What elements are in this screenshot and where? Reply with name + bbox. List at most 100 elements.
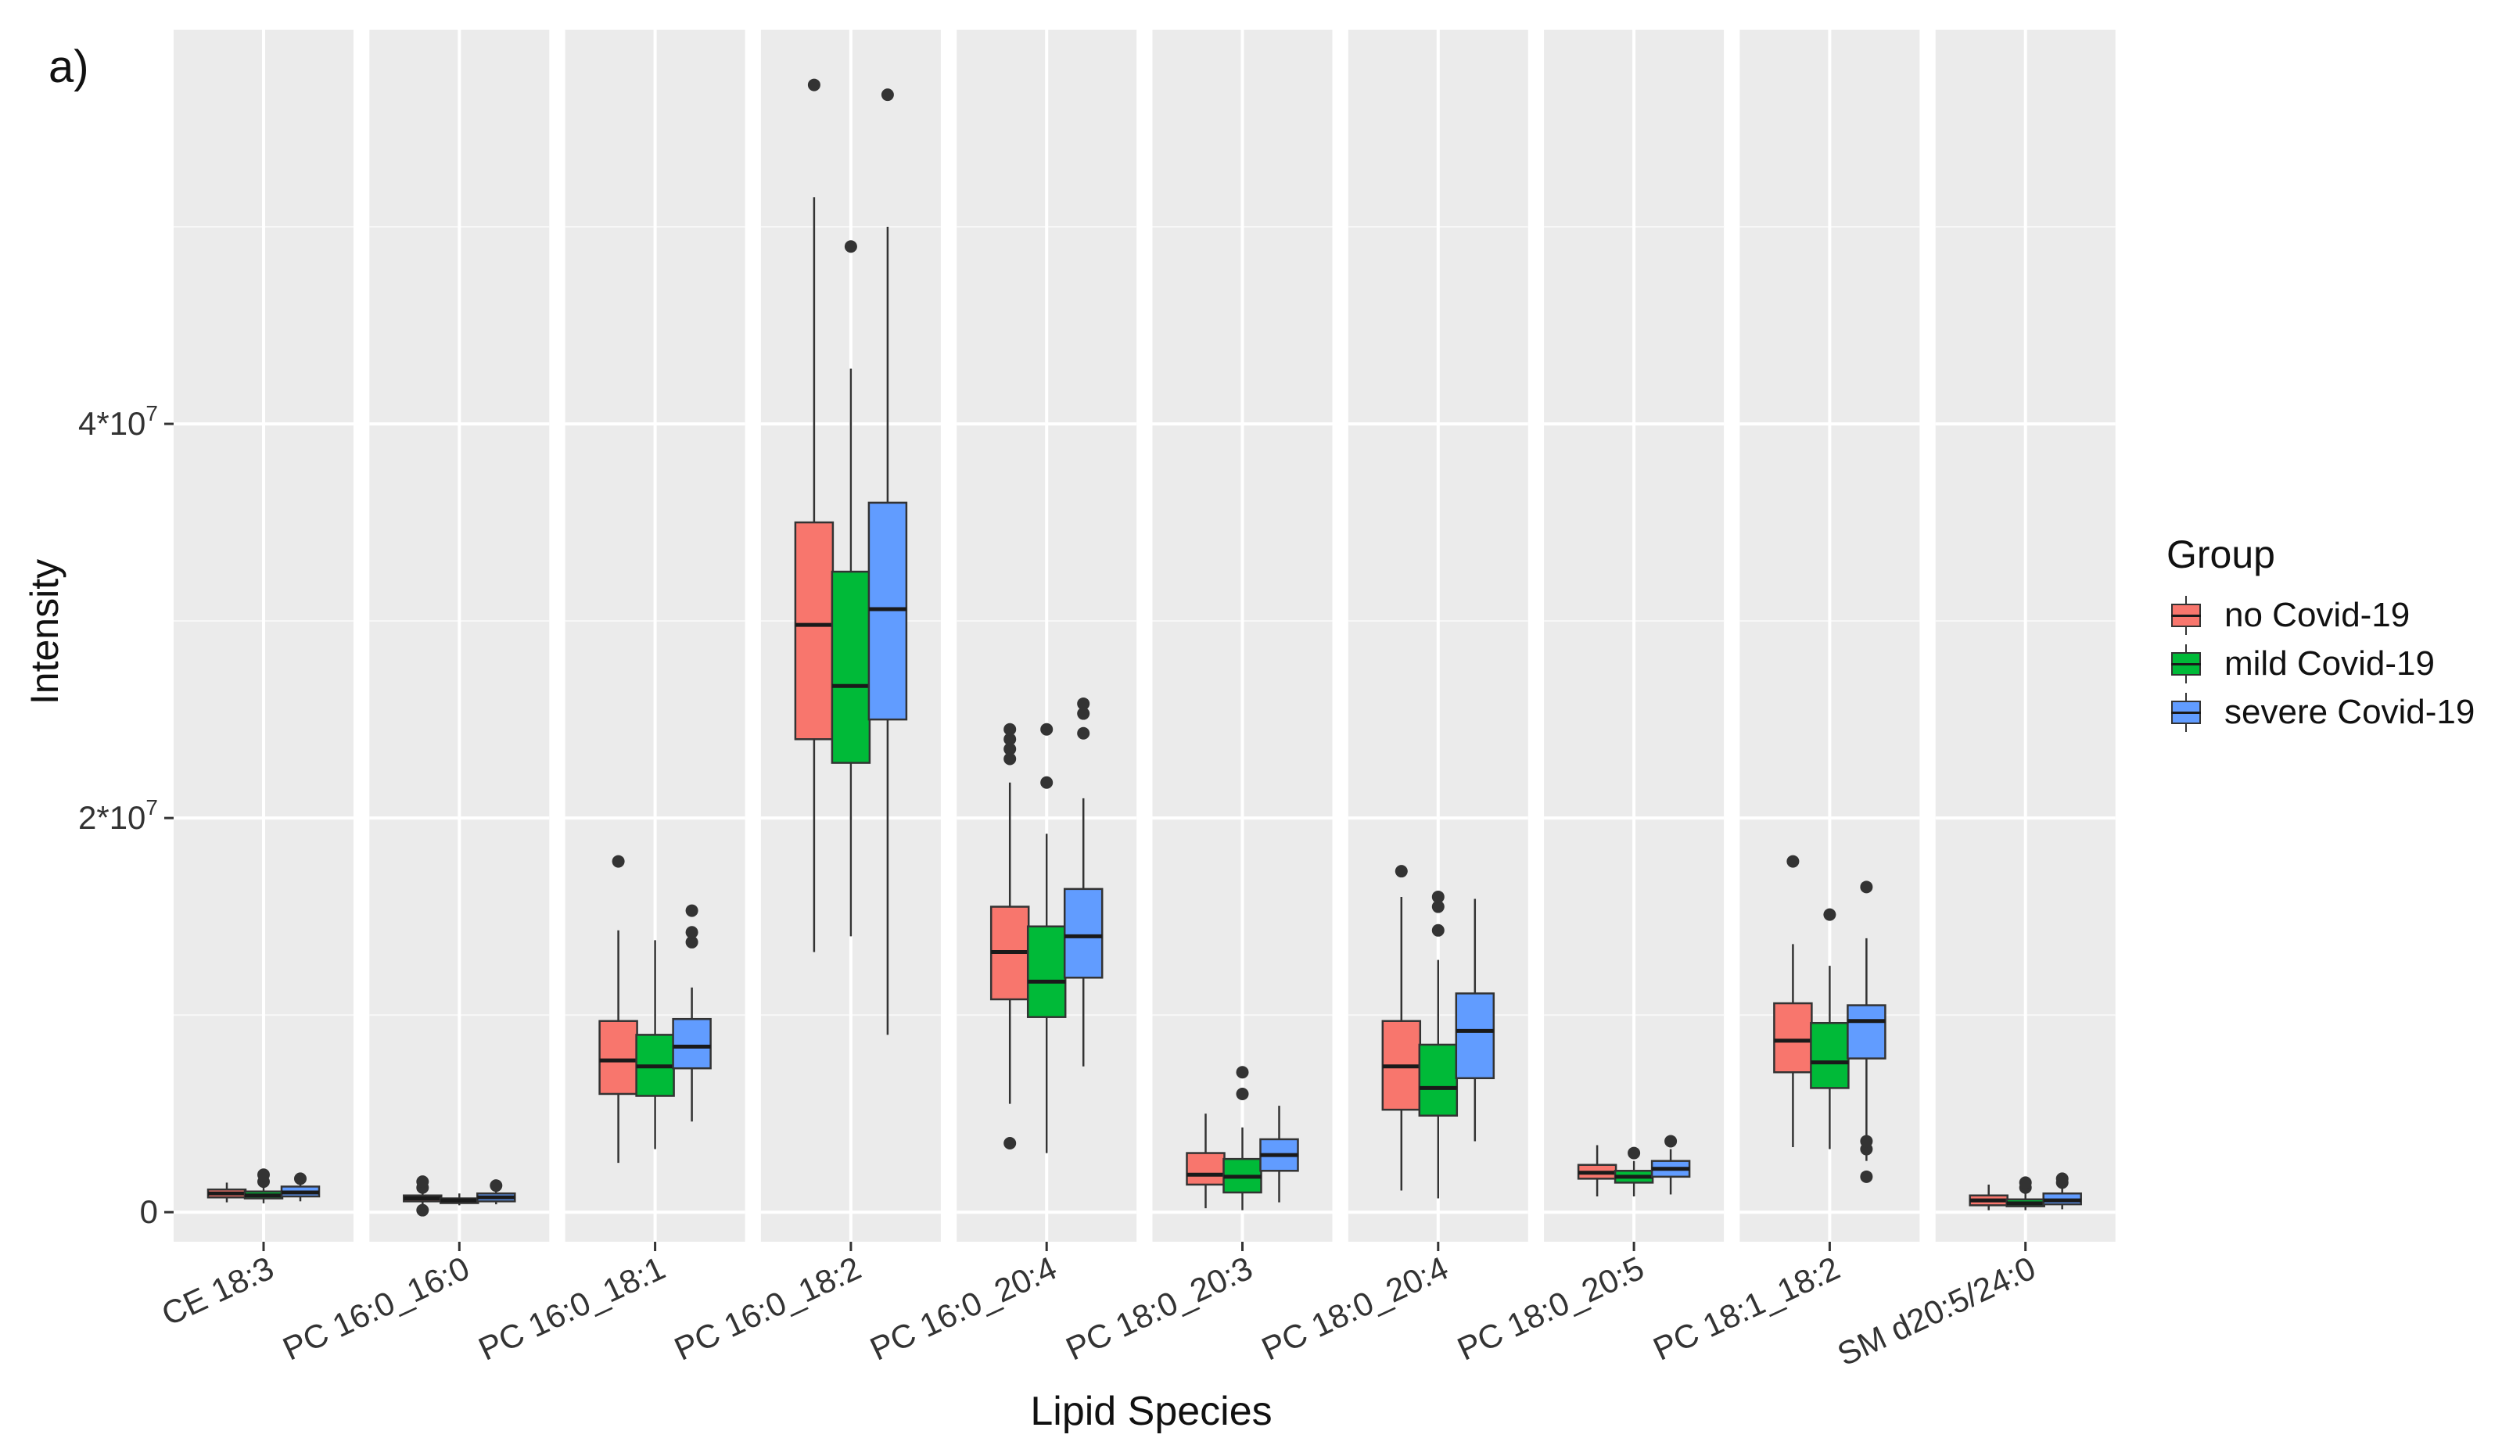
facet-panel bbox=[1152, 30, 1333, 1242]
box-group bbox=[1810, 908, 1850, 1149]
box-group bbox=[1614, 1146, 1654, 1197]
outlier-point bbox=[685, 926, 698, 939]
y-tick-label: 0 bbox=[140, 1193, 158, 1230]
box bbox=[598, 1020, 638, 1096]
outlier-point bbox=[294, 1172, 307, 1185]
outlier-point bbox=[1431, 890, 1445, 903]
box bbox=[1418, 1043, 1459, 1117]
legend-label: severe Covid-19 bbox=[2224, 693, 2475, 731]
outlier-point bbox=[1040, 776, 1054, 789]
box-group bbox=[1418, 890, 1459, 1199]
box bbox=[1455, 992, 1495, 1080]
outlier-point bbox=[490, 1179, 503, 1192]
outlier-point bbox=[416, 1175, 429, 1189]
outlier-point bbox=[1040, 723, 1054, 736]
outlier-point bbox=[1664, 1135, 1678, 1148]
x-tick-label: CE 18:3 bbox=[156, 1250, 278, 1333]
outlier-point bbox=[1077, 697, 1090, 710]
x-tick-label: PC 18:0_20:3 bbox=[1061, 1250, 1258, 1368]
x-tick-label: PC 16:0_18:2 bbox=[669, 1250, 867, 1368]
box bbox=[1026, 925, 1067, 1018]
legend-title: Group bbox=[2166, 533, 2275, 576]
outlier-point bbox=[1003, 742, 1017, 755]
y-tick-label: 4*107 bbox=[78, 401, 158, 442]
x-tick-label: PC 18:0_20:5 bbox=[1452, 1250, 1649, 1368]
box-group bbox=[1222, 1066, 1262, 1210]
box bbox=[1847, 1004, 1886, 1060]
box-group bbox=[1847, 880, 1886, 1183]
y-axis-label: Intensity bbox=[23, 559, 66, 705]
outlier-point bbox=[1786, 855, 1800, 868]
outlier-point bbox=[1860, 1170, 1873, 1183]
outlier-point bbox=[685, 935, 698, 949]
y-tick-label: 2*107 bbox=[78, 795, 158, 836]
box-group bbox=[280, 1172, 321, 1202]
box bbox=[1810, 1021, 1850, 1089]
box-group bbox=[1186, 1114, 1226, 1209]
box-group bbox=[672, 904, 712, 1122]
box-group bbox=[831, 240, 871, 937]
outlier-point bbox=[1431, 923, 1445, 937]
facet-panel bbox=[1544, 30, 1725, 1242]
box bbox=[1186, 1152, 1226, 1186]
legend-item-severe-covid: severe Covid-19 bbox=[2166, 688, 2475, 737]
box bbox=[831, 570, 871, 764]
outlier-point bbox=[1431, 900, 1445, 913]
box-group bbox=[1063, 697, 1104, 1067]
facet-panel bbox=[1935, 30, 2116, 1242]
box-group bbox=[1577, 1145, 1617, 1197]
outlier-point bbox=[1823, 908, 1836, 921]
legend-item-no-covid: no Covid-19 bbox=[2166, 591, 2475, 640]
outlier-point bbox=[1395, 865, 1408, 878]
facet-panel bbox=[369, 30, 550, 1242]
x-tick-label: SM d20:5/24:0 bbox=[1832, 1250, 2041, 1373]
box-group bbox=[1026, 723, 1067, 1153]
box-group bbox=[476, 1179, 516, 1205]
box bbox=[794, 521, 835, 741]
box-group bbox=[867, 88, 908, 1035]
box-group bbox=[1455, 898, 1495, 1142]
x-tick-label: PC 16:0_20:4 bbox=[864, 1250, 1062, 1368]
box bbox=[1773, 1002, 1813, 1074]
legend-key-severe-covid bbox=[2166, 693, 2206, 732]
panel-label: a) bbox=[48, 41, 89, 92]
box-group bbox=[1773, 855, 1813, 1148]
outlier-point bbox=[1003, 733, 1017, 746]
x-tick-label: PC 18:1_18:2 bbox=[1648, 1250, 1846, 1368]
outlier-point bbox=[844, 240, 857, 253]
legend-label: mild Covid-19 bbox=[2224, 644, 2435, 683]
box-group bbox=[1650, 1135, 1691, 1195]
x-axis-label: Lipid Species bbox=[1030, 1389, 1272, 1434]
outlier-point bbox=[1003, 1136, 1017, 1149]
outlier-point bbox=[1003, 723, 1017, 736]
outlier-point bbox=[807, 78, 820, 91]
x-axis: CE 18:3PC 16:0_16:0PC 16:0_18:1PC 16:0_1… bbox=[156, 1242, 2041, 1373]
legend: Group no Covid-19 mild Covid-19 severe C… bbox=[2166, 532, 2475, 737]
box-group bbox=[2005, 1176, 2045, 1210]
box bbox=[1063, 888, 1104, 979]
box-group bbox=[440, 1193, 479, 1206]
box-group bbox=[1259, 1106, 1299, 1203]
outlier-point bbox=[1077, 726, 1090, 740]
box-group bbox=[403, 1175, 443, 1217]
box-marks bbox=[206, 78, 2082, 1217]
outlier-point bbox=[1077, 707, 1090, 720]
legend-key-mild-covid bbox=[2166, 644, 2206, 683]
outlier-point bbox=[1236, 1066, 1249, 1079]
outlier-point bbox=[416, 1203, 429, 1217]
legend-item-mild-covid: mild Covid-19 bbox=[2166, 640, 2475, 688]
box bbox=[672, 1017, 712, 1070]
legend-label: no Covid-19 bbox=[2224, 596, 2411, 634]
outlier-point bbox=[881, 88, 894, 102]
box-group bbox=[2042, 1172, 2082, 1210]
outlier-point bbox=[1628, 1146, 1641, 1160]
outlier-point bbox=[612, 855, 625, 868]
outlier-point bbox=[1860, 880, 1873, 894]
outlier-point bbox=[257, 1168, 270, 1182]
outlier-point bbox=[1236, 1087, 1249, 1100]
outlier-point bbox=[2019, 1176, 2032, 1189]
outlier-point bbox=[1003, 752, 1017, 766]
x-tick-label: PC 16:0_16:0 bbox=[277, 1250, 475, 1368]
outlier-point bbox=[685, 904, 698, 917]
